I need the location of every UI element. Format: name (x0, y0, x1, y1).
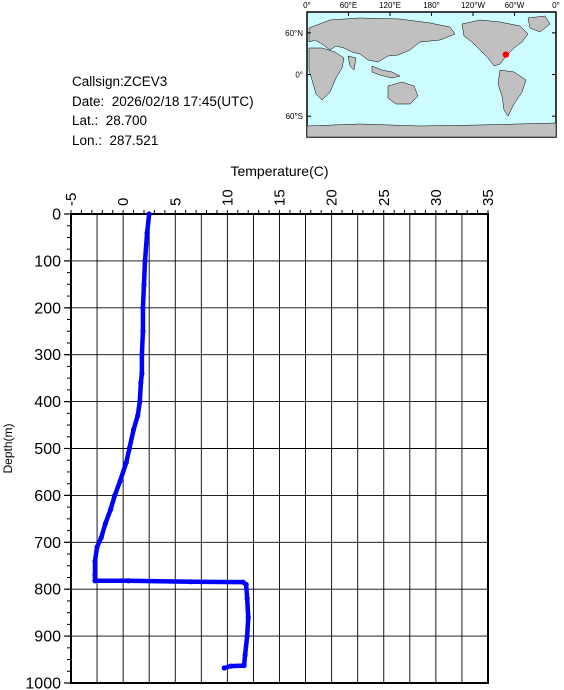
data-point (130, 427, 137, 433)
india-landmass (347, 55, 357, 71)
data-point (242, 652, 248, 658)
map-lat-label: 0° (295, 71, 303, 80)
map-lon-label: 180° (423, 1, 440, 10)
x-tick-label: 10 (219, 189, 236, 206)
data-point (245, 614, 251, 620)
data-point (139, 370, 145, 377)
map-lon-label: 60°E (340, 1, 357, 10)
map-land (306, 15, 557, 138)
longitude-text: Lon.: 287.521 (72, 132, 159, 148)
data-point (139, 352, 145, 358)
map-ticks: 0° 60°E 120°E 180° 120°W 60°W 0° 60°N 0° 60°S (285, 1, 560, 121)
y-tick-label: 800 (34, 582, 61, 599)
y-tick-label: 0 (52, 207, 61, 224)
data-point (142, 258, 148, 264)
y-tick-label: 700 (34, 535, 61, 552)
x-tick-label: 35 (480, 189, 497, 206)
data-point (144, 230, 150, 236)
y-tick-label: 200 (34, 300, 61, 317)
temperature-profile-line (92, 211, 251, 671)
x-tick-label: 25 (376, 189, 393, 206)
data-point (243, 581, 249, 588)
y-tick-label: 500 (34, 441, 61, 458)
data-point (92, 558, 98, 564)
x-tick-labels: -5 0 5 10 15 20 25 30 35 (63, 189, 497, 206)
indonesia-islands (371, 65, 401, 79)
antarctica-landmass (306, 122, 557, 138)
data-point (244, 595, 250, 602)
data-point (227, 663, 234, 669)
greenland-landmass (527, 15, 551, 33)
y-tick-label: 300 (34, 347, 61, 364)
callsign-text: Callsign:ZCEV3 (72, 74, 168, 89)
data-point (135, 413, 141, 419)
x-tick-label: 5 (167, 198, 184, 206)
map-lat-label: 60°N (285, 29, 303, 38)
y-tick-label: 400 (34, 394, 61, 411)
date-text: Date: 2026/02/18 17:45(UTC) (72, 93, 254, 109)
australia-landmass (387, 81, 419, 105)
y-tick-label: 600 (34, 488, 61, 505)
latitude-text: Lat.: 28.700 (72, 113, 148, 128)
south-america-landmass (497, 69, 527, 117)
y-tick-label: 1000 (25, 676, 61, 690)
x-tick-label: 15 (272, 189, 289, 206)
data-point (112, 492, 118, 498)
x-tick-label: -5 (63, 193, 80, 206)
station-info: Callsign:ZCEV3 Date: 2026/02/18 17:45(UT… (72, 72, 254, 150)
x-tick-label: 20 (324, 189, 341, 206)
africa-landmass (308, 47, 345, 101)
data-point (140, 305, 146, 311)
map-lon-label: 0° (303, 1, 311, 10)
data-point (126, 445, 132, 452)
y-tick-label: 100 (34, 253, 61, 270)
data-point (244, 633, 250, 639)
map-lon-label: 120°W (461, 1, 486, 10)
data-point (98, 535, 104, 541)
eurasia-landmass (308, 17, 456, 63)
data-point (123, 459, 129, 466)
grid-lines (70, 213, 489, 684)
data-point (140, 328, 146, 334)
data-point (92, 572, 98, 578)
y-tick-labels: 0 100 200 300 400 500 600 700 800 900 1000 (25, 207, 61, 690)
data-point (188, 579, 194, 585)
data-point (241, 663, 247, 669)
data-point (137, 399, 143, 405)
data-point (108, 506, 114, 513)
x-tick-label: 0 (115, 198, 132, 206)
data-point (146, 211, 152, 217)
data-point (221, 665, 227, 671)
data-point (141, 281, 147, 287)
map-lon-label: 0° (552, 1, 560, 10)
data-point (92, 578, 98, 584)
data-point (138, 380, 144, 386)
map-lat-label: 60°S (286, 112, 303, 121)
series-group (92, 211, 251, 671)
data-point (94, 544, 100, 550)
data-point (102, 520, 109, 527)
y-axis-label: Depth(m) (1, 423, 15, 473)
map-lon-label: 60°W (505, 1, 525, 10)
data-point (117, 478, 123, 484)
x-axis-label: Temperature(C) (230, 163, 328, 179)
plot-frame (70, 213, 489, 684)
map-lon-label: 120°E (379, 1, 401, 10)
x-tick-label: 30 (428, 189, 445, 206)
y-tick-label: 900 (34, 629, 61, 646)
data-point (125, 578, 131, 584)
station-marker (502, 51, 510, 58)
